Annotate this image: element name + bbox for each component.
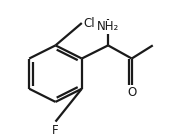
- Text: O: O: [127, 86, 136, 99]
- Text: F: F: [52, 124, 59, 137]
- Text: NH₂: NH₂: [97, 20, 119, 33]
- Text: Cl: Cl: [83, 17, 95, 30]
